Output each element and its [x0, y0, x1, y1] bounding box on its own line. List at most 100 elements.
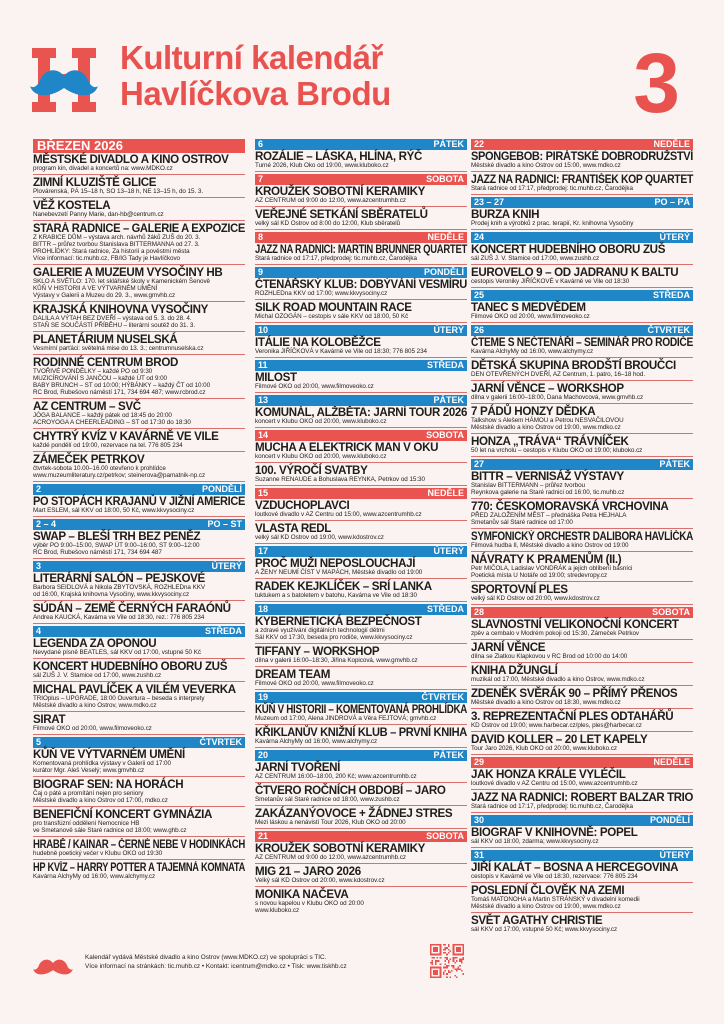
- event-detail: JÓGA BALANCE – každý pátek od 18:45 do 2…: [33, 412, 172, 419]
- event-title: KONCERT HUDEBNÍHO OBORU ZUŠ: [33, 660, 228, 673]
- event-detail: Kavárna AlchyMy od 16:00, www.alchymy.cz: [471, 348, 594, 355]
- event-detail: ACROYOGA A CHEERLEADING – ST od 17:30 do…: [33, 419, 191, 426]
- event-item: JAZZ NA RADNICI: ROBERT BALZAR TRIO Stará…: [471, 792, 693, 813]
- event-title: SIRAT: [33, 713, 66, 726]
- event-title: MĚSTSKÉ DIVADLO A KINO OSTROV: [33, 153, 229, 166]
- day-header: 21 SOBOTA: [255, 831, 467, 842]
- event-title: VĚŽ KOSTELA: [33, 199, 111, 212]
- day-header: 2 – 4 PO – ST: [33, 519, 245, 530]
- event-title: BIOGRAF SEN: NA HORÁCH: [33, 778, 184, 791]
- day-name: ÚTERÝ: [659, 232, 690, 242]
- day-number: 9: [258, 267, 264, 277]
- event-detail: Talkshow s Alešem HÁMOU a Petrou NESVAČI…: [471, 417, 624, 424]
- event-title: KNIHA DŽUNGLÍ: [471, 664, 558, 677]
- event-title: VLASTA REDL: [255, 522, 332, 535]
- event-title: SPONGEBOB: PIRÁTSKÉ DOBRODRUŽSTVÍ: [471, 150, 693, 163]
- event-item: LEGENDA ZA OPONOU Nevydané písně BEATLES,…: [33, 638, 245, 659]
- day-number: 15: [258, 488, 269, 498]
- event-detail: Veronika JIŘÍČKOVÁ v Kavárně ve Vile od …: [255, 348, 428, 355]
- event-item: ZÁMEČEK PETRKOV čtvrtek-sobota 10.00–16.0…: [33, 454, 245, 482]
- event-detail: kurátor Mgr. Aleš Veselý; www.gmvhb.cz: [33, 767, 145, 774]
- day-number: 2 – 4: [36, 519, 57, 529]
- event-detail: PROHLÍDKY: Stará radnice, Za historií a …: [33, 248, 190, 255]
- event-item: JARNÍ TVOŘENÍ AZ CENTRUM 16:00–18:00, 200…: [255, 762, 467, 783]
- event-detail: dílna v galerii 16:00–18:00, Dana Machov…: [471, 394, 644, 401]
- event-title: POSLEDNÍ ČLOVĚK NA ZEMI: [471, 884, 625, 897]
- event-item: BIOGRAF SEN: NA HORÁCH Čaj o páté a promí…: [33, 779, 245, 807]
- event-item: DREAM TEAM Filmové OKO od 20:00, www.film…: [255, 669, 467, 690]
- event-title: SPORTOVNÍ PLES: [471, 583, 568, 596]
- qr-code-icon[interactable]: [430, 944, 464, 978]
- event-item: GALERIE A MUZEUM VYSOČINY HB SKLO A SVĚTL…: [33, 267, 245, 302]
- event-title: 100. VÝROČÍ SVATBY: [255, 464, 368, 477]
- event-title: LEGENDA ZA OPONOU: [33, 637, 157, 650]
- calendar-column-1: BŘEZEN 2026 MĚSTSKÉ DIVADLO A KINO OSTROV…: [33, 139, 245, 884]
- event-detail: DALILA A VÝTAH BEZ DVEŘÍ – výstava od 5.…: [33, 315, 192, 322]
- event-title: BENEFIČNÍ KONCERT GYMNÁZIA: [33, 808, 212, 821]
- event-title: JARNÍ TVOŘENÍ: [255, 761, 340, 774]
- event-item: PROČ MUŽI NEPOSLOUCHAJÍ A ŽENY NEUMÍ ČÍST…: [255, 558, 467, 579]
- event-title: JARNÍ VĚNCE – WORKSHOP: [471, 382, 624, 395]
- event-item: ZIMNÍ KLUZIŠTĚ GLICE Plovárenská, PÁ 15–1…: [33, 177, 245, 198]
- event-title: SVĚT AGATHY CHRISTIE: [471, 914, 603, 927]
- event-item: SPONGEBOB: PIRÁTSKÉ DOBRODRUŽSTVÍ Městské…: [471, 151, 693, 172]
- event-title: SLAVNOSTNÍ VELIKONOČNÍ KONCERT: [471, 618, 679, 631]
- event-detail: čtvrtek-sobota 10.00–16.00 otevřeno k pr…: [33, 465, 166, 472]
- day-name: PONDĚLÍ: [201, 484, 242, 494]
- event-title: BIOGRAF V KNIHOVNĚ: POPEL: [471, 826, 638, 839]
- event-item: SÚDÁN – ZEMĚ ČERNÝCH FARAÓNŮ Andrea KAUCK…: [33, 603, 245, 624]
- event-detail: Turné 2026, Klub Oko od 19:00, www.klubo…: [255, 162, 389, 169]
- day-name: ÚTERÝ: [433, 325, 464, 335]
- event-item: DAVID KOLLER – 20 LET KAPELY Tour Jaro 20…: [471, 734, 693, 755]
- event-detail: PŘED ZALOŽENÍM MĚST – přednáška Petra HE…: [471, 512, 627, 519]
- event-title: ČTVERO ROČNÍCH OBDOBÍ – JARO: [255, 784, 446, 797]
- day-number: 2: [36, 484, 42, 494]
- event-detail: TRIOplus – UPGRADE, 18:00 Ouvertura – be…: [33, 695, 205, 702]
- event-item: LITERÁRNÍ SALÓN – PEJSKOVÉ Barbora SEIDLO…: [33, 573, 245, 601]
- day-name: SOBOTA: [426, 174, 464, 184]
- event-detail: sál ZUŠ J. V. Stamice od 17:00, www.zush…: [33, 672, 162, 679]
- event-title: NÁVRATY K PRAMENŮM (II.): [471, 553, 622, 566]
- event-item: ITÁLIE NA KOLOBĚŽCE Veronika JIŘÍČKOVÁ v …: [255, 337, 467, 358]
- event-title: GALERIE A MUZEUM VYSOČINY HB: [33, 266, 223, 279]
- event-title: ČTENÁŘSKÝ KLUB: DOBÝVÁNÍ VESMÍRU: [255, 278, 467, 291]
- event-title: KOMUNÁL, ALŽBĚTA: JARNÍ TOUR 2026: [255, 406, 467, 419]
- event-title: HP KVÍZ – HARRY POTTER A TAJEMNÁ KOMNATA: [33, 861, 245, 874]
- event-detail: Barbora SEIDLOVÁ a Nikola ZBYTOVSKÁ, ROZ…: [33, 584, 206, 591]
- event-detail: Z KRABICE DŮM – výstava arch. návrhů žák…: [33, 234, 201, 241]
- day-header: 25 STŘEDA: [471, 290, 693, 301]
- event-detail: www.muzeumliteratury.cz/petrkov; steiner…: [33, 472, 206, 479]
- event-item: HONZA „TRÁVA“ TRÁVNÍČEK 50 let na vrcholu…: [471, 436, 693, 457]
- day-number: 25: [474, 290, 485, 300]
- event-item: KROUŽEK SOBOTNÍ KERAMIKY AZ CENTRUM od 9:…: [255, 843, 467, 864]
- day-number: 30: [474, 815, 485, 825]
- day-header: 22 NEDĚLE: [471, 139, 693, 150]
- day-header: 4 STŘEDA: [33, 626, 245, 637]
- footer-text: Kalendář vydává Městské divadlo a kino O…: [85, 954, 347, 971]
- event-detail: a zdravé využívání digitálních technolog…: [255, 627, 385, 634]
- event-title: JAZZ NA RADNICI: MARTIN BRUNNER QUARTET: [255, 243, 468, 256]
- event-detail: SKLO A SVĚTLO: 170. let sklářské školy v…: [33, 278, 210, 285]
- event-title: BITTR – VERNISÁŽ VÝSTAVY: [471, 470, 624, 483]
- event-detail: Více informací: tic.muhb.cz, FB/IG Tady …: [33, 255, 181, 262]
- event-item: RODINNÉ CENTRUM BROD TVOŘIVÉ PONDĚLKY – k…: [33, 357, 245, 399]
- day-number: 3: [36, 561, 42, 571]
- day-header: 29 NEDĚLE: [471, 757, 693, 768]
- event-title: EUROVELO 9 – OD JADRANU K BALTU: [471, 266, 679, 279]
- event-detail: program kin, divadel a koncertů na: www.…: [33, 165, 173, 172]
- event-detail: Plovárenská, PÁ 15–18 h, SO 13–18 h, NE …: [33, 188, 204, 195]
- day-name: ÚTERÝ: [211, 561, 242, 571]
- event-title: KŮŇ VE VÝTVARNÉM UMĚNÍ: [33, 748, 185, 761]
- event-detail: Sál KKV od 17:30, beseda pro rodiče, www…: [255, 634, 413, 641]
- day-header: 19 ČTVRTEK: [255, 692, 467, 703]
- event-item: ČTENÁŘSKÝ KLUB: DOBÝVÁNÍ VESMÍRU ROZHLEDn…: [255, 279, 467, 300]
- event-item: POSLEDNÍ ČLOVĚK NA ZEMI Tomáš MATONOHA a …: [471, 885, 693, 913]
- event-item: AZ CENTRUM – SVČ JÓGA BALANCE – každý pát…: [33, 401, 245, 429]
- event-item: RADEK KEJKLÍČEK – SRÍ LANKA tuktukem a s …: [255, 581, 467, 602]
- event-item: MICHAL PAVLÍČEK A VILÉM VEVERKA TRIOplus …: [33, 684, 245, 712]
- event-title: PO STOPÁCH KRAJANŮ V JIŽNÍ AMERICE: [33, 495, 246, 508]
- event-item: KŮŇ V HISTORII – KOMENTOVANÁ PROHLÍDKA Mu…: [255, 704, 467, 725]
- event-title: JAK HONZA KRÁLE VYLÉČIL: [471, 768, 626, 781]
- day-header: 3 ÚTERÝ: [33, 561, 245, 572]
- day-name: PÁTEK: [433, 139, 464, 149]
